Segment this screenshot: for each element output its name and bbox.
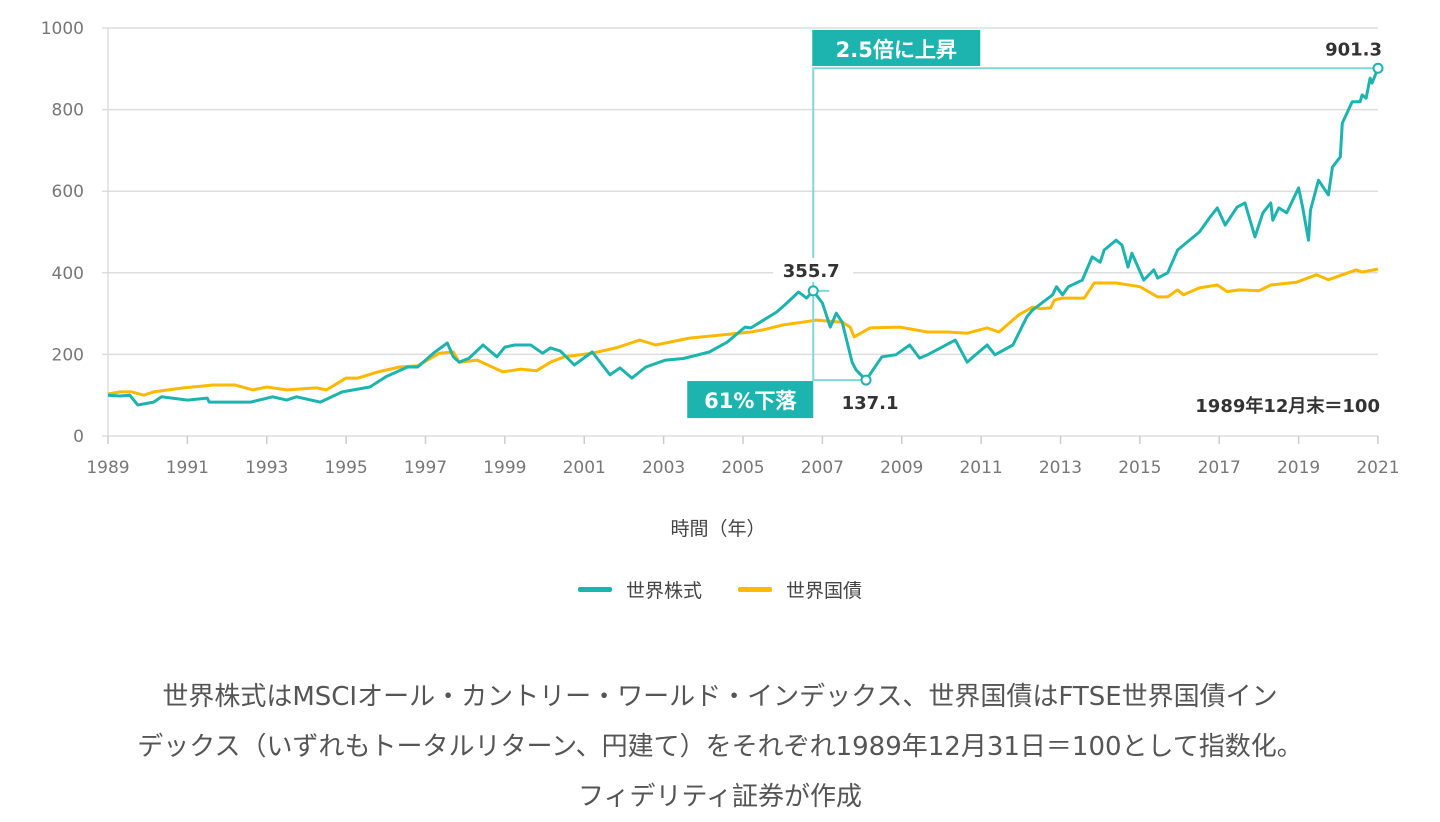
x-axis-ticks: 1989 1991 1993 1995 1997 1999 2001 2003 2005 2007… [86, 436, 1400, 478]
x-tick-label: 2005 [721, 458, 764, 478]
x-tick-label: 2013 [1039, 458, 1082, 478]
peak-label-bg [773, 257, 854, 282]
x-tick-label: 1993 [245, 458, 288, 478]
x-tick-label: 2019 [1277, 458, 1320, 478]
peak-value-label: 355.7 [783, 261, 840, 282]
x-tick-label: 2007 [801, 458, 844, 478]
fall-label: 61%下落 [704, 389, 797, 413]
legend-swatch-stocks [577, 587, 612, 592]
x-axis-title: 時間（年） [670, 518, 766, 540]
base-note: 1989年12月末＝100 [1195, 395, 1380, 417]
x-tick-label: 2015 [1118, 458, 1161, 478]
caption-line-3: フィデリティ証券が作成 [578, 782, 862, 812]
fall-label-box [687, 381, 814, 419]
x-tick-label: 2003 [642, 458, 685, 478]
legend: 世界株式 世界国債 [0, 576, 1440, 603]
x-tick-label: 1997 [404, 458, 447, 478]
end-value-label: 901.3 [1325, 39, 1382, 60]
y-tick-label: 800 [52, 101, 84, 121]
end-marker [1372, 62, 1384, 74]
series-line-stocks [107, 67, 1380, 407]
y-tick-label: 0 [73, 427, 84, 447]
x-tick-label: 2011 [959, 458, 1002, 478]
rise-bracket-line [812, 67, 1378, 291]
legend-swatch-bonds [738, 587, 772, 592]
x-tick-label: 1991 [166, 458, 209, 478]
trough-value-label: 137.1 [842, 393, 899, 414]
caption: 世界株式はMSCIオール・カントリー・ワールド・インデックス、世界国債はFTSE… [20, 672, 1420, 822]
y-tick-label: 400 [52, 264, 84, 284]
x-tick-label: 2021 [1356, 458, 1399, 478]
series-line-bonds [107, 267, 1379, 397]
x-tick-label: 1999 [483, 458, 526, 478]
y-tick-label: 200 [52, 345, 84, 365]
annotations: 2.5倍に上昇 61%下落 355.7 137.1 901.3 1989年12月末＝100 [687, 30, 1384, 419]
x-tick-label: 2001 [563, 458, 606, 478]
legend-label-stocks: 世界株式 [625, 580, 702, 602]
caption-line-1: 世界株式はMSCIオール・カントリー・ワールド・インデックス、世界国債はFTSE… [162, 682, 1278, 712]
grid-lines [102, 27, 1378, 437]
rise-label-box [812, 30, 981, 66]
y-axis-ticks: 0 200 400 600 800 1000 [41, 19, 84, 447]
trough-marker [860, 374, 872, 386]
fall-bracket-line [812, 290, 867, 382]
y-tick-label: 1000 [41, 19, 84, 39]
legend-item-bonds[interactable]: 世界国債 [738, 576, 862, 603]
x-tick-label: 2009 [880, 458, 923, 478]
caption-line-2: デックス（いずれもトータルリターン、円建て）をそれぞれ1989年12月31日＝1… [137, 732, 1303, 762]
x-tick-label: 1989 [86, 458, 129, 478]
y-tick-label: 600 [52, 182, 84, 202]
peak-marker [807, 285, 819, 297]
legend-label-bonds: 世界国債 [786, 580, 863, 602]
legend-item-stocks[interactable]: 世界株式 [577, 576, 702, 603]
x-tick-label: 2017 [1198, 458, 1241, 478]
x-tick-label: 1995 [324, 458, 367, 478]
series-lines [107, 67, 1380, 407]
rise-label: 2.5倍に上昇 [836, 38, 957, 62]
